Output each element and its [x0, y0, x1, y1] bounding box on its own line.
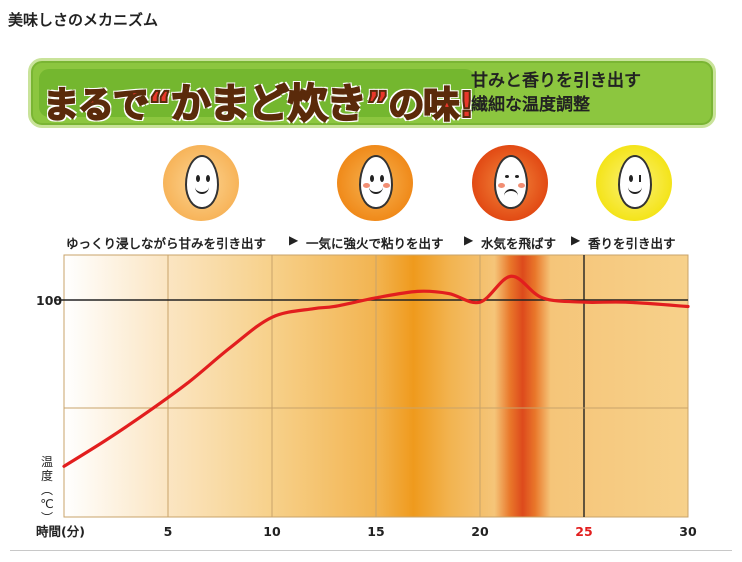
divider: [10, 550, 732, 551]
banner-headline: まるで“かまど炊き”の味!: [42, 71, 476, 129]
y-axis-label-char: 度: [41, 468, 53, 483]
x-tick-label: 10: [263, 524, 281, 539]
step-caption-soak: ゆっくり浸しながら甘みを引き出す: [66, 236, 267, 251]
banner-subheading: 甘みと香りを引き出す 繊細な温度調整: [471, 69, 691, 117]
step-arrow-icon: ▶: [464, 233, 474, 247]
step-caption-high-heat: 一気に強火で粘りを出す: [306, 236, 444, 251]
y-axis-label: 温度︵ ℃ ︶: [40, 455, 53, 525]
x-tick-label: 5: [164, 524, 173, 539]
face-feature: [383, 183, 390, 188]
temperature-line: [62, 274, 690, 468]
face-feature: [518, 183, 525, 188]
banner-open-quote: “: [147, 84, 173, 127]
rice-mascot-strain-icon: [472, 145, 548, 221]
x-tick-label: 30: [679, 524, 697, 539]
face-feature: [370, 175, 374, 182]
face-feature: [629, 175, 633, 182]
step-caption-evaporate: 水気を飛ばす: [481, 236, 557, 251]
y-axis-label-char: 温: [41, 455, 53, 469]
x-tick-label: 15: [367, 524, 384, 539]
face-feature: [195, 185, 209, 194]
x-tick-label: 25: [575, 524, 592, 539]
face-feature: [369, 185, 383, 194]
banner-prefix: まるで: [42, 84, 150, 127]
face-feature: [380, 175, 384, 182]
rice-mascot-wink-icon: [596, 145, 672, 221]
banner-suffix: の味!: [387, 84, 475, 127]
rice-grain-icon: [185, 155, 219, 209]
banner-headline-panel: [39, 69, 475, 117]
rice-grain-icon: [494, 155, 528, 209]
face-feature: [206, 175, 210, 182]
rice-mascot-smile-icon: [163, 145, 239, 221]
banner-highlight: かまど炊き: [170, 80, 368, 128]
step-arrow-icon: ▶: [571, 233, 581, 247]
rice-grain-icon: [359, 155, 393, 209]
face-feature: [639, 175, 646, 182]
face-feature: [628, 185, 642, 194]
step-arrow-icon: ▶: [289, 233, 299, 247]
y-axis-label-char: ︶: [41, 511, 53, 525]
banner: まるで“かまど炊き”の味! 甘みと香りを引き出す 繊細な温度調整: [28, 58, 716, 128]
banner-sub-line1: 甘みと香りを引き出す: [471, 71, 641, 91]
y-axis-label-char: ℃: [40, 497, 53, 511]
page-title: 美味しさのメカニズム: [8, 11, 159, 29]
face-feature: [498, 183, 505, 188]
rice-grain-icon: [618, 155, 652, 209]
banner-close-quote: ”: [365, 84, 391, 127]
y-tick-label-100: 100: [36, 293, 62, 308]
face-feature: [515, 175, 519, 178]
face-feature: [505, 175, 509, 178]
step-caption-aroma: 香りを引き出す: [588, 236, 676, 251]
x-axis-label: 時間(分): [36, 524, 85, 539]
y-axis-label-char: ︵: [41, 483, 53, 497]
banner-sub-line2: 繊細な温度調整: [471, 95, 590, 115]
face-feature: [363, 183, 370, 188]
face-feature: [504, 189, 518, 198]
x-tick-label: 20: [471, 524, 489, 539]
face-feature: [196, 175, 200, 182]
rice-mascot-blush-icon: [337, 145, 413, 221]
